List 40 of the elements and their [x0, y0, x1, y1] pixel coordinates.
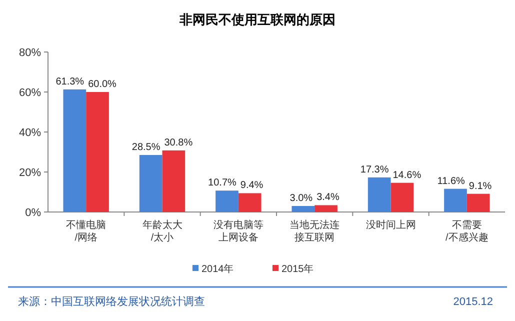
bar: [466, 194, 490, 212]
data-label: 9.4%: [240, 180, 264, 192]
x-tick-label: 不需要/不感兴趣: [446, 220, 488, 244]
bar: [444, 188, 467, 212]
data-label: 10.7%: [208, 178, 237, 189]
bar: [368, 177, 391, 212]
bar: [86, 92, 109, 212]
bar: [139, 155, 162, 212]
x-tick-label: 年龄太大/太小: [142, 219, 182, 244]
y-tick-label: 20%: [18, 167, 42, 179]
bar: [238, 193, 262, 212]
data-label: 60.0%: [88, 79, 117, 90]
data-label: 3.0%: [290, 193, 313, 204]
x-tick-label: 没有电脑等上网设备: [213, 219, 264, 244]
data-label: 30.8%: [164, 137, 193, 148]
y-tick-label: 60%: [18, 87, 42, 99]
source-note: 来源：中国互联网络发展状况统计调查: [18, 295, 205, 308]
data-label: 14.6%: [392, 170, 422, 181]
bar: [390, 182, 414, 212]
bar: [314, 205, 338, 212]
x-tick-label: 不懂电脑/网络: [66, 219, 106, 244]
bar: [292, 206, 315, 212]
x-tick-label: 没时间上网: [366, 219, 416, 231]
data-label: 61.3%: [56, 76, 84, 88]
bar: [162, 150, 186, 212]
text: 2015.12: [453, 296, 493, 308]
legend-label: 2015年: [282, 263, 314, 275]
legend-label: 2014年: [202, 263, 234, 275]
data-label: 17.3%: [360, 164, 389, 176]
chart-title: 非网民不使用互联网的原因: [178, 12, 336, 27]
y-tick-label: 40%: [18, 127, 42, 139]
bar: [63, 89, 86, 212]
data-label: 3.4%: [316, 192, 340, 204]
data-label: 28.5%: [132, 142, 160, 153]
y-tick-label: 80%: [18, 47, 42, 59]
data-label: 9.1%: [468, 180, 492, 192]
y-tick-label: 0%: [25, 207, 42, 219]
data-label: 11.6%: [437, 176, 466, 187]
x-tick-label: 当地无法连接互联网: [290, 219, 340, 244]
bar: [216, 190, 238, 212]
